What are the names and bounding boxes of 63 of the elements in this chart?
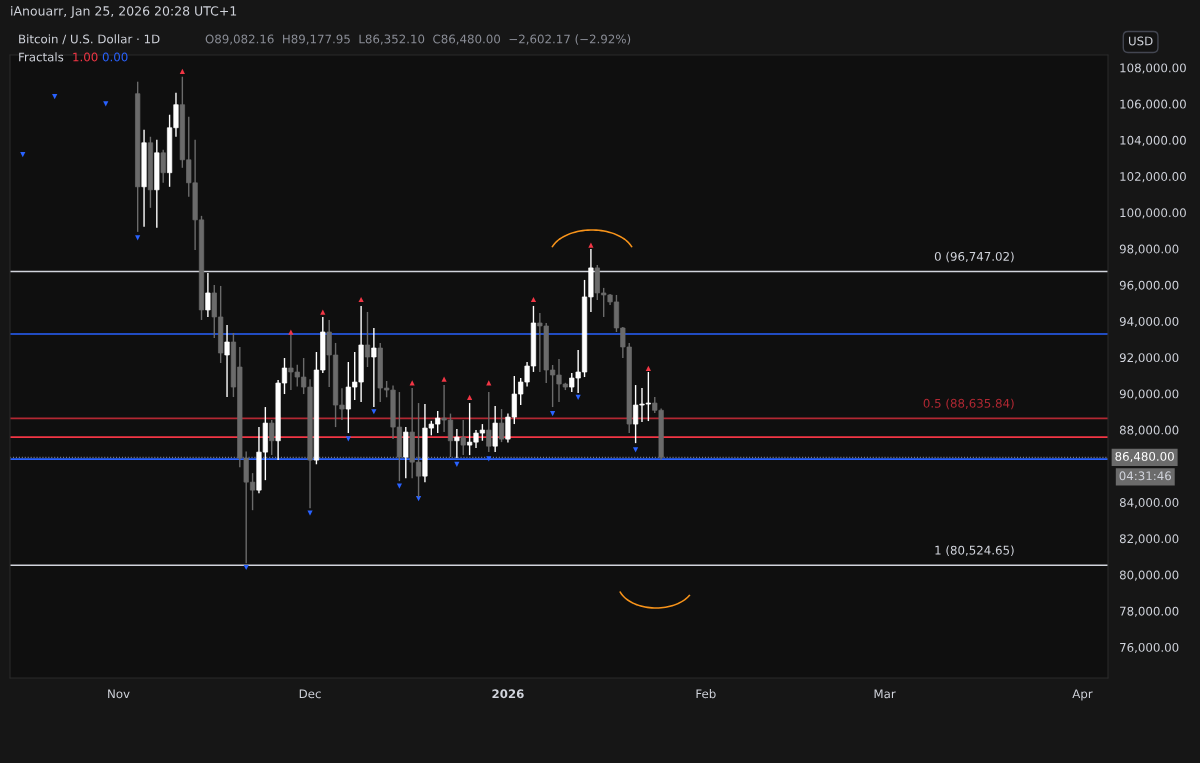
point bbox=[396, 483, 403, 489]
x-tick-label: Feb bbox=[696, 689, 716, 699]
y-tick-label: 96,000.00 bbox=[1119, 280, 1179, 291]
y-tick-label: 88,000.00 bbox=[1119, 425, 1179, 436]
y-tick-label: 84,000.00 bbox=[1119, 498, 1179, 509]
point bbox=[486, 456, 492, 462]
ref-line-label: 1 (80,524.65) bbox=[935, 545, 1014, 557]
point bbox=[320, 309, 326, 315]
y-tick-label: 94,000.00 bbox=[1119, 316, 1179, 328]
annotation: 1.00 bbox=[73, 52, 98, 62]
text: USD bbox=[1129, 36, 1153, 46]
x-tick-label: Apr bbox=[1072, 689, 1093, 701]
candlestick bbox=[160, 149, 166, 184]
candlestick bbox=[205, 272, 211, 318]
y-tick-label: 106,000.00 bbox=[1120, 99, 1186, 110]
point bbox=[467, 394, 473, 400]
point bbox=[179, 68, 185, 74]
candlestick bbox=[371, 327, 377, 408]
point bbox=[103, 101, 109, 107]
point bbox=[645, 365, 651, 371]
candlestick bbox=[460, 419, 466, 456]
candlestick bbox=[486, 391, 492, 453]
x-tick-label: Mar bbox=[874, 689, 896, 699]
y-tick-label: 80,000.00 bbox=[1119, 570, 1179, 581]
y-tick-label: 82,000.00 bbox=[1119, 534, 1179, 545]
x-tick-label: Dec bbox=[299, 689, 321, 699]
point bbox=[288, 329, 294, 335]
candlestick bbox=[364, 311, 371, 368]
point bbox=[371, 409, 377, 415]
point bbox=[530, 296, 537, 303]
annotation: 0.00 bbox=[102, 52, 128, 62]
point bbox=[20, 152, 26, 158]
ref-line-label: 86,480.00 bbox=[1115, 451, 1174, 463]
y-tick-label: 100,000.00 bbox=[1120, 208, 1186, 219]
candlestick bbox=[224, 324, 230, 398]
x-tick-label: Nov bbox=[108, 689, 130, 699]
y-tick-label: 108,000.00 bbox=[1120, 63, 1186, 74]
point bbox=[52, 94, 58, 100]
point bbox=[345, 436, 351, 442]
candlestick bbox=[454, 428, 460, 459]
text: 04:31:46 bbox=[1119, 471, 1172, 481]
candlestick bbox=[492, 405, 498, 453]
point bbox=[550, 410, 556, 417]
text: O89,082.16 H89,177.95 L86,352.10 C86,480.00 −2,602.17 (−2.92%) bbox=[205, 34, 631, 45]
point bbox=[135, 235, 141, 241]
point bbox=[633, 447, 639, 453]
y-tick-label: 76,000.00 bbox=[1120, 642, 1179, 654]
chart-title: Bitcoin / U.S. Dollar · 1D bbox=[19, 34, 160, 45]
y-tick-label: 90,000.00 bbox=[1119, 389, 1179, 400]
candlestick bbox=[498, 408, 505, 443]
y-tick-label: 98,000.00 bbox=[1119, 244, 1179, 255]
y-tick-label: 78,000.00 bbox=[1120, 606, 1179, 617]
y-tick-label: 104,000.00 bbox=[1120, 135, 1186, 146]
text: iAnouarr, Jan 25, 2026 20:28 UTC+1 bbox=[11, 5, 237, 18]
candlestick bbox=[269, 419, 275, 456]
ref-line-label: 0 (96,747.02) bbox=[934, 251, 1014, 263]
y-tick-label: 92,000.00 bbox=[1119, 353, 1179, 364]
ref-line-label: 0.5 (88,635.84) bbox=[923, 398, 1014, 410]
x-tick-label: 2026 bbox=[492, 689, 524, 699]
point bbox=[588, 242, 594, 248]
y-tick-label: 102,000.00 bbox=[1120, 172, 1186, 183]
point bbox=[441, 376, 447, 382]
annotation: Fractals bbox=[19, 52, 64, 62]
